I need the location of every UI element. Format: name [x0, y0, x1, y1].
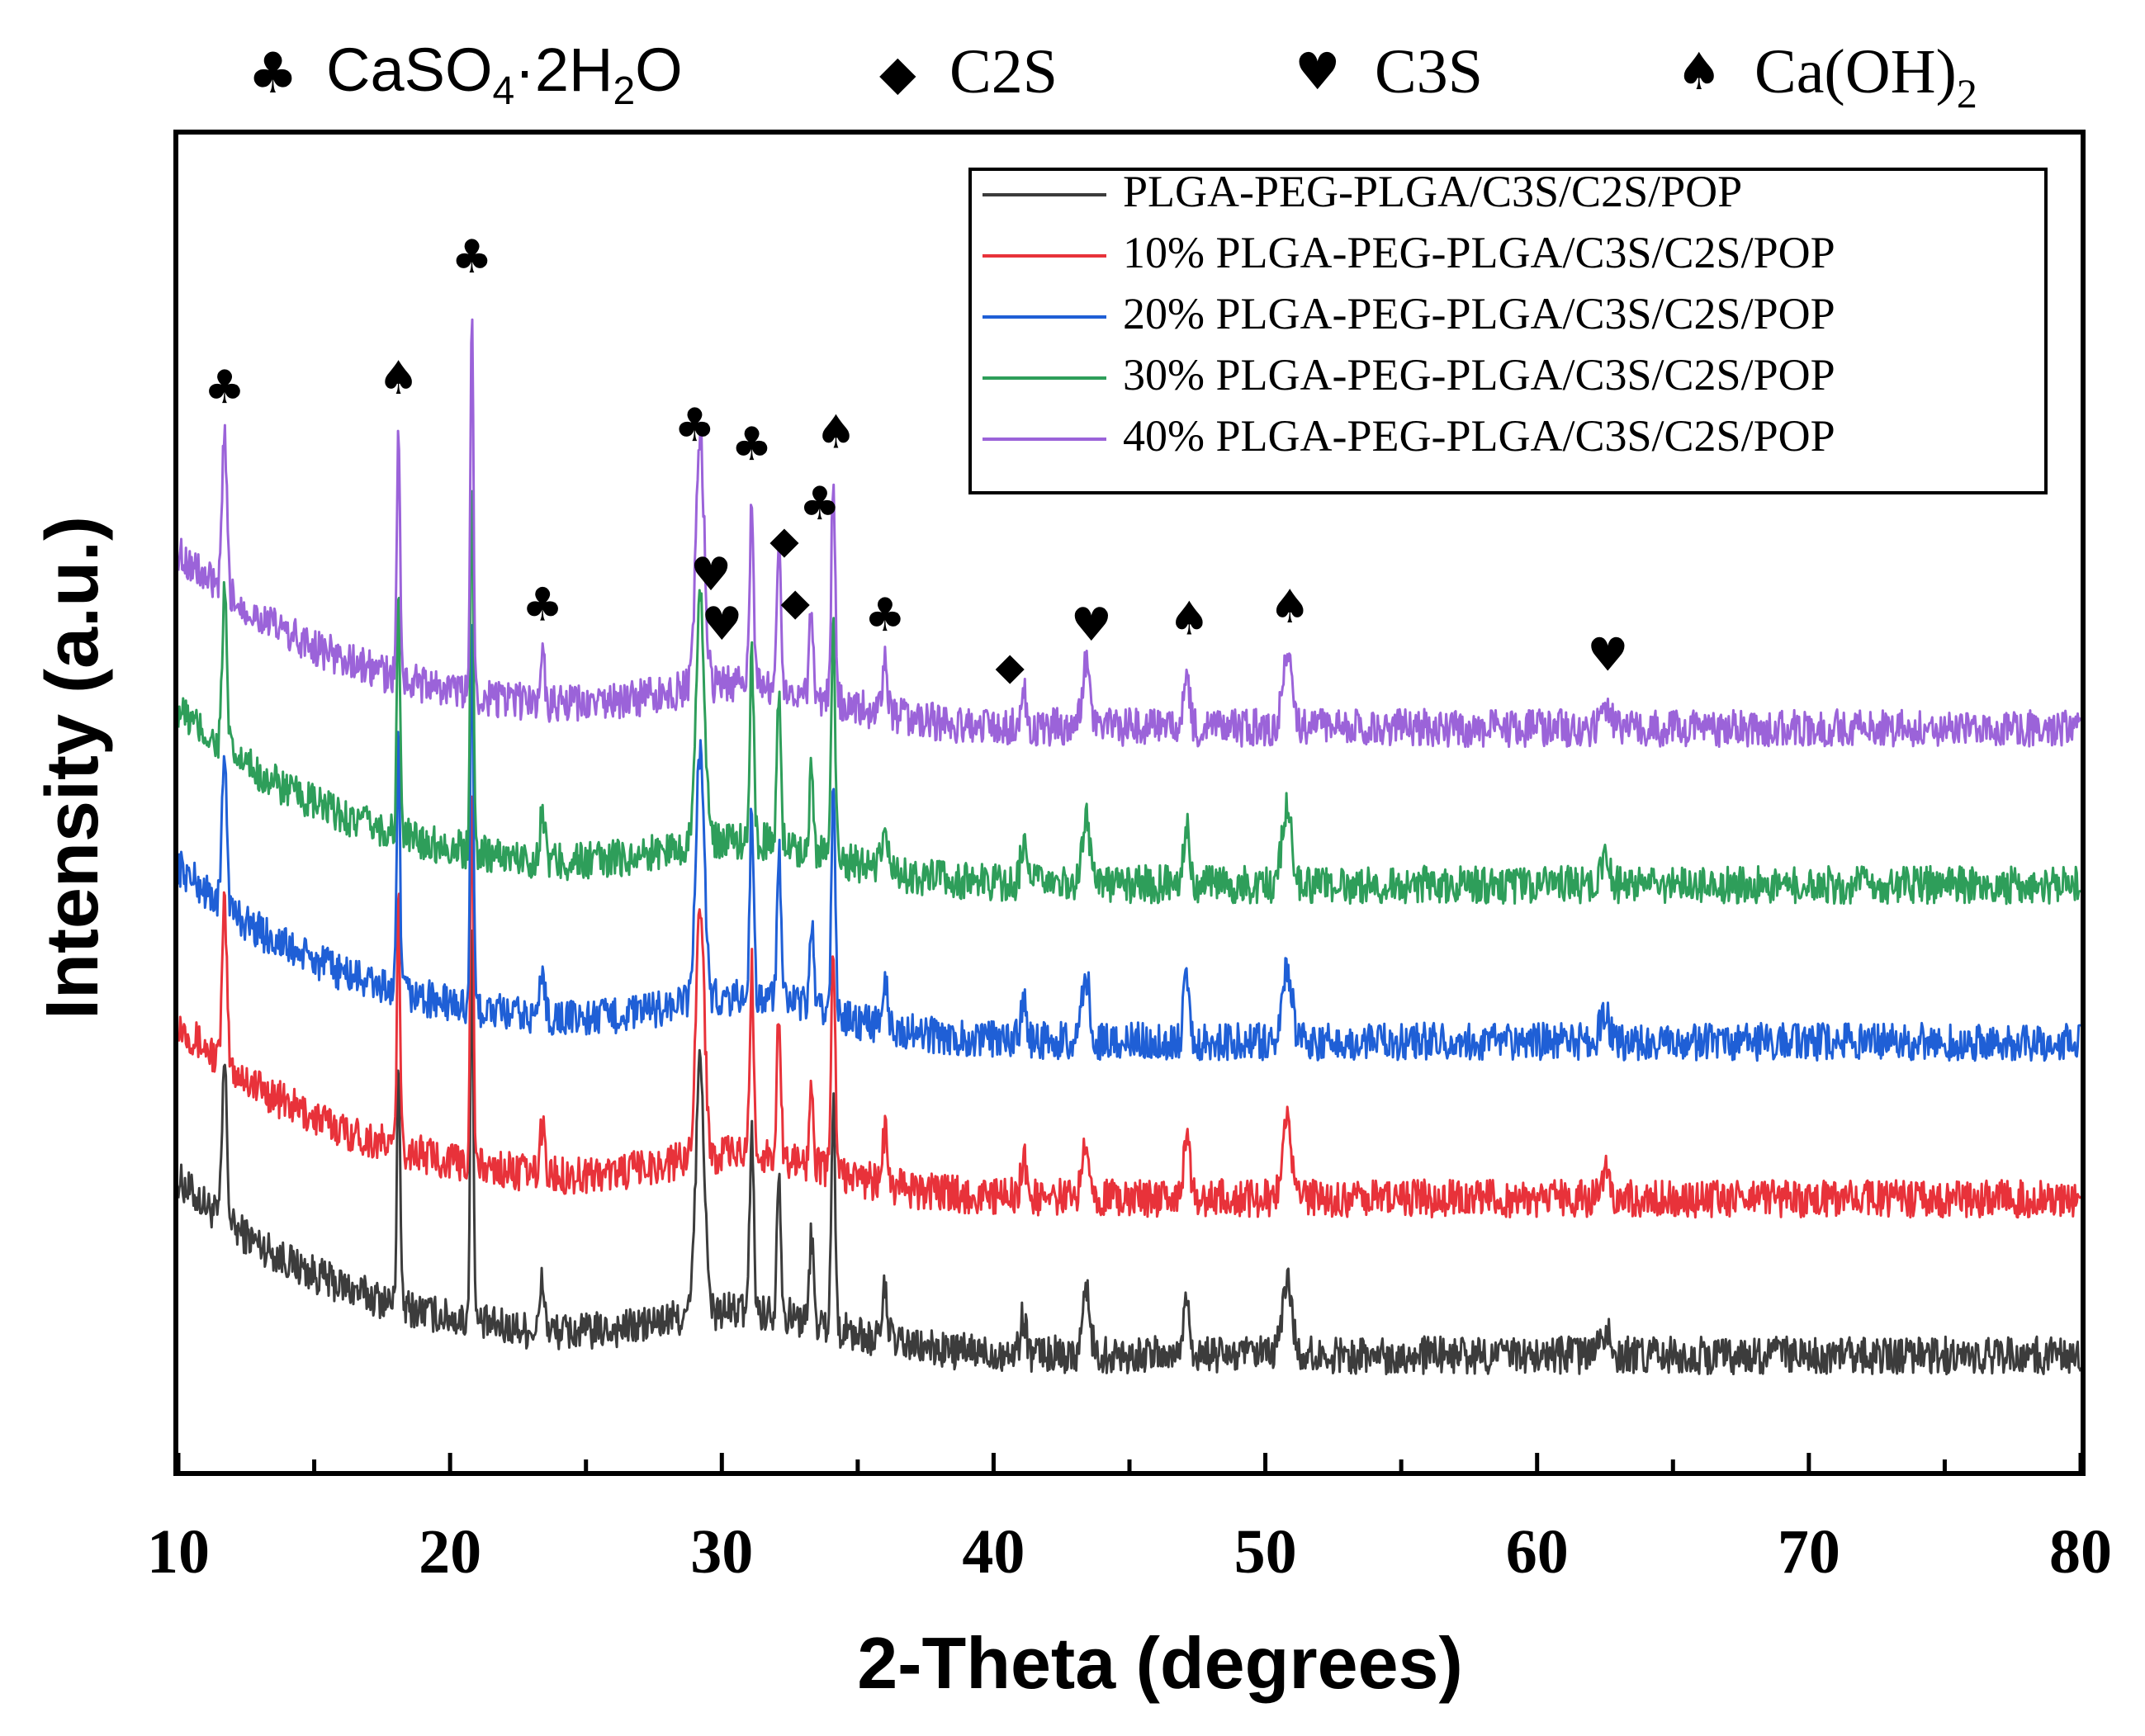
heart-icon: ♥: [1071, 598, 1112, 652]
y-axis-title: Intensity (a.u.): [31, 516, 114, 1019]
spade-icon: ♠: [377, 352, 419, 405]
peak-annotations: ♣ ♠♣♣♣♥♥♣◆◆♣♠♣◆♥ ♠ ♠♥: [204, 230, 1629, 688]
series-line-5: [177, 318, 2082, 749]
club-icon: ♣: [674, 399, 715, 452]
top-legend-item-c2s: ◆ C2S: [879, 37, 1058, 106]
top-legend-item-c3s: ♥ C3S: [1295, 37, 1483, 106]
spade-icon: ♠: [815, 405, 856, 459]
series-line-1: [177, 929, 2082, 1376]
x-axis-ticks: 10 20 30 40 50 60 70 80: [147, 1453, 2112, 1587]
club-icon: ♣: [248, 41, 298, 106]
spade-icon: ♠: [1676, 41, 1722, 102]
chart-legend: PLGA-PEG-PLGA/C3S/C2S/POP 10% PLGA-PEG-PL…: [968, 167, 2048, 494]
spade-icon: ♠: [1269, 580, 1310, 634]
top-legend-label-c2s: C2S: [949, 37, 1058, 106]
x-tick-label-50: 50: [1234, 1517, 1297, 1587]
x-axis-title: 2-Theta (degrees): [857, 1622, 1463, 1704]
legend-label-2: 10% PLGA-PEG-PLGA/C3S/C2S/POP: [1123, 228, 1835, 277]
x-tick-label-80: 80: [2049, 1517, 2112, 1587]
top-legend-item-caoh2: ♠ Ca(OH)2: [1676, 37, 1977, 116]
heart-icon: ♥: [701, 598, 742, 651]
top-legend-item-caso4: ♣ CaSO4·2H2O: [248, 35, 683, 113]
club-icon: ♣: [731, 418, 772, 471]
top-legend-label-c3s: C3S: [1375, 37, 1483, 106]
x-tick-label-20: 20: [419, 1517, 481, 1587]
club-icon: ♣: [799, 477, 840, 531]
legend-box: [968, 168, 2048, 494]
diamond-icon: ◆: [769, 518, 799, 562]
x-tick-label-60: 60: [1506, 1517, 1569, 1587]
x-tick-label-30: 30: [690, 1517, 753, 1587]
club-icon: ♣: [451, 230, 492, 284]
club-icon: ♣: [522, 579, 563, 632]
legend-label-5: 40% PLGA-PEG-PLGA/C3S/C2S/POP: [1123, 411, 1835, 461]
x-tick-label-40: 40: [962, 1517, 1025, 1587]
heart-icon: ♥: [1295, 41, 1341, 102]
x-tick-label-70: 70: [1778, 1517, 1840, 1587]
diamond-icon: ◆: [879, 45, 916, 101]
top-legend-label-caso4: CaSO4·2H2O: [326, 35, 683, 113]
legend-label-3: 20% PLGA-PEG-PLGA/C3S/C2S/POP: [1123, 289, 1835, 338]
spade-icon: ♠: [1168, 592, 1210, 646]
heart-icon: ♥: [1587, 629, 1628, 683]
plot-frame: [173, 130, 2086, 1476]
series-line-3: [177, 623, 2081, 1062]
x-tick-label-10: 10: [147, 1517, 210, 1587]
club-icon: ♣: [864, 589, 906, 642]
series-layer: [177, 318, 2082, 1376]
top-legend: ♣ CaSO4·2H2O ◆ C2S ♥ C3S ♠ Ca(OH)2: [248, 35, 1977, 116]
series-line-2: [177, 795, 2082, 1219]
diamond-icon: ◆: [781, 579, 811, 624]
top-legend-label-caoh2: Ca(OH)2: [1754, 37, 1977, 116]
heart-icon: ♥: [690, 548, 732, 602]
series-line-4: [177, 490, 2081, 906]
club-icon: ♣: [204, 361, 245, 414]
legend-label-1: PLGA-PEG-PLGA/C3S/C2S/POP: [1123, 167, 1742, 216]
legend-label-4: 30% PLGA-PEG-PLGA/C3S/C2S/POP: [1123, 350, 1835, 400]
diamond-icon: ◆: [996, 644, 1025, 688]
